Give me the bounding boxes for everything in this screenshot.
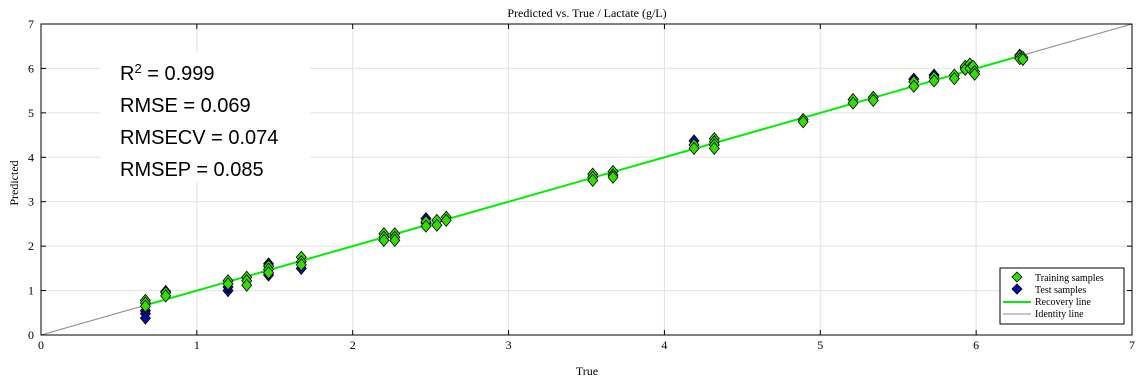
legend-test-label: Test samples bbox=[1035, 285, 1086, 296]
test-point bbox=[139, 311, 151, 325]
y-tick-label: 0 bbox=[28, 328, 34, 342]
stats-annotation: R2 = 0.999 RMSE = 0.069 RMSECV = 0.074 R… bbox=[100, 52, 310, 182]
training-point bbox=[139, 299, 151, 313]
y-tick-label: 2 bbox=[28, 239, 34, 253]
tick-labels: 0 1 2 3 4 5 6 7 0 1 2 3 4 5 6 7 bbox=[28, 17, 1135, 352]
x-tick-label: 0 bbox=[38, 338, 44, 352]
training-point bbox=[908, 79, 920, 93]
training-point bbox=[160, 289, 172, 303]
training-point bbox=[1017, 52, 1029, 67]
training-point bbox=[440, 213, 452, 227]
y-tick-label: 4 bbox=[28, 150, 34, 164]
plot-frame bbox=[40, 23, 1133, 336]
training-point bbox=[263, 266, 275, 280]
x-tick-label: 6 bbox=[973, 338, 979, 352]
training-point bbox=[708, 141, 720, 156]
y-tick-label: 3 bbox=[28, 195, 34, 209]
stats-background bbox=[100, 52, 310, 182]
axes bbox=[40, 23, 1133, 336]
training-point bbox=[587, 173, 599, 188]
training-point bbox=[295, 258, 307, 272]
x-tick-label: 7 bbox=[1129, 338, 1135, 352]
training-point bbox=[420, 219, 432, 233]
legend-identity-label: Identity line bbox=[1035, 309, 1084, 320]
training-point bbox=[688, 141, 700, 156]
training-point bbox=[928, 74, 940, 88]
y-tick-label: 6 bbox=[28, 61, 34, 75]
stat-rmsep: RMSEP = 0.085 bbox=[120, 159, 264, 181]
training-point bbox=[948, 72, 960, 86]
training-point bbox=[847, 96, 859, 110]
x-tick-label: 1 bbox=[194, 338, 200, 352]
data-points bbox=[139, 48, 1029, 325]
chart-title: Predicted vs. True / Lactate (g/L) bbox=[507, 6, 666, 20]
training-point bbox=[867, 93, 879, 108]
legend-recovery-label: Recovery line bbox=[1035, 297, 1091, 308]
legend-test-marker bbox=[1011, 283, 1023, 295]
y-tick-label: 1 bbox=[28, 284, 34, 298]
stat-rmsecv: RMSECV = 0.074 bbox=[120, 127, 278, 149]
legend: Training samples Test samples Recovery l… bbox=[999, 267, 1125, 325]
training-point bbox=[378, 233, 390, 247]
x-tick-label: 2 bbox=[350, 338, 356, 352]
training-point bbox=[389, 233, 401, 247]
x-tick-label: 4 bbox=[661, 338, 667, 352]
training-point bbox=[969, 67, 981, 81]
x-axis-label: True bbox=[576, 364, 598, 378]
training-point bbox=[797, 115, 809, 129]
stat-r2: R2 = 0.999 bbox=[120, 61, 215, 86]
y-tick-label: 7 bbox=[28, 17, 34, 31]
stat-rmse: RMSE = 0.069 bbox=[120, 95, 251, 117]
training-point bbox=[431, 218, 443, 232]
training-point bbox=[607, 170, 619, 184]
x-tick-label: 3 bbox=[506, 338, 512, 352]
legend-training-label: Training samples bbox=[1035, 273, 1104, 284]
training-point bbox=[241, 278, 253, 292]
y-tick-label: 5 bbox=[28, 106, 34, 120]
training-point bbox=[222, 277, 234, 291]
y-axis-label: Predicted bbox=[7, 160, 21, 205]
x-tick-label: 5 bbox=[817, 338, 823, 352]
legend-training-marker bbox=[1011, 271, 1023, 283]
